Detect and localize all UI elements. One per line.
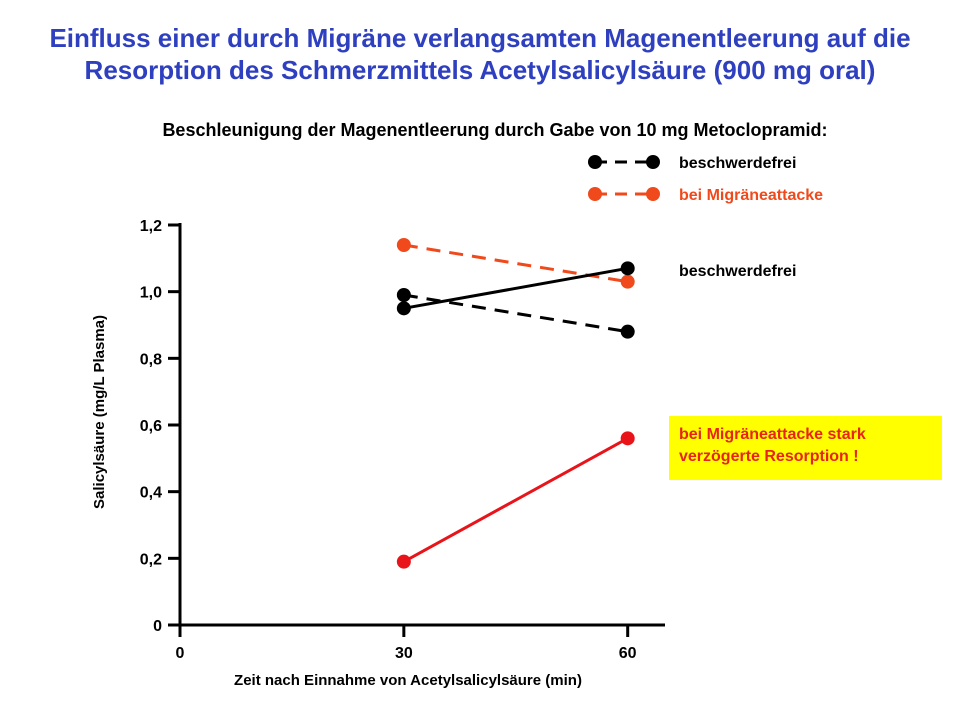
series-2 xyxy=(396,261,635,316)
data-point xyxy=(396,301,411,316)
series-1 xyxy=(396,238,635,289)
legend-marker xyxy=(646,155,660,169)
series-0 xyxy=(396,288,635,339)
legend-item: beschwerdefrei xyxy=(588,155,796,172)
y-tick-label: 0,8 xyxy=(140,351,162,368)
series-line xyxy=(403,243,628,284)
x-axis-label: Zeit nach Einnahme von Acetylsalicylsäur… xyxy=(234,672,582,689)
callout-box: bei Migräneattacke stark verzögerte Reso… xyxy=(669,416,942,480)
chart-title-line1: Einfluss einer durch Migräne verlangsamt… xyxy=(49,23,911,53)
series-line xyxy=(403,266,628,310)
x-tick-label: 30 xyxy=(395,645,413,662)
legend-item: bei Migräneattacke xyxy=(588,187,823,204)
annotation-line-label: beschwerdefrei xyxy=(679,263,796,280)
legend: beschwerdefrei bei Migräneattacke xyxy=(588,155,823,204)
legend-marker xyxy=(588,187,602,201)
y-axis-label: Salicylsäure (mg/L Plasma) xyxy=(91,315,108,509)
y-tick-label: 1,0 xyxy=(140,285,162,302)
legend-marker xyxy=(588,155,602,169)
series-layer xyxy=(396,238,635,569)
data-point xyxy=(620,274,635,289)
x-tick-label: 60 xyxy=(619,645,637,662)
series-3 xyxy=(396,431,635,569)
axes xyxy=(178,223,665,627)
data-point xyxy=(620,431,635,446)
series-line xyxy=(403,293,628,334)
data-point xyxy=(396,288,411,302)
legend-label: bei Migräneattacke xyxy=(679,187,823,204)
chart-title-line2: Resorption des Schmerzmittels Acetylsali… xyxy=(84,55,876,85)
callout-line2: verzögerte Resorption ! xyxy=(679,448,859,465)
data-point xyxy=(620,324,635,339)
data-point xyxy=(396,554,411,569)
chart-subtitle: Beschleunigung der Magenentleerung durch… xyxy=(162,120,828,140)
y-tick-label: 0 xyxy=(153,618,162,635)
tick-marks: 0 0,2 0,4 0,6 0,8 1,0 1,2 0 30 60 xyxy=(140,218,637,662)
y-tick-label: 1,2 xyxy=(140,218,162,235)
y-tick-label: 0,6 xyxy=(140,418,162,435)
y-tick-label: 0,4 xyxy=(140,485,162,502)
data-point xyxy=(396,238,411,252)
x-tick-label: 0 xyxy=(176,645,185,662)
series-line xyxy=(403,437,629,563)
callout-line1: bei Migräneattacke stark xyxy=(679,426,866,443)
data-point xyxy=(620,261,635,276)
legend-label: beschwerdefrei xyxy=(679,155,796,172)
legend-marker xyxy=(646,187,660,201)
y-tick-label: 0,2 xyxy=(140,551,162,568)
